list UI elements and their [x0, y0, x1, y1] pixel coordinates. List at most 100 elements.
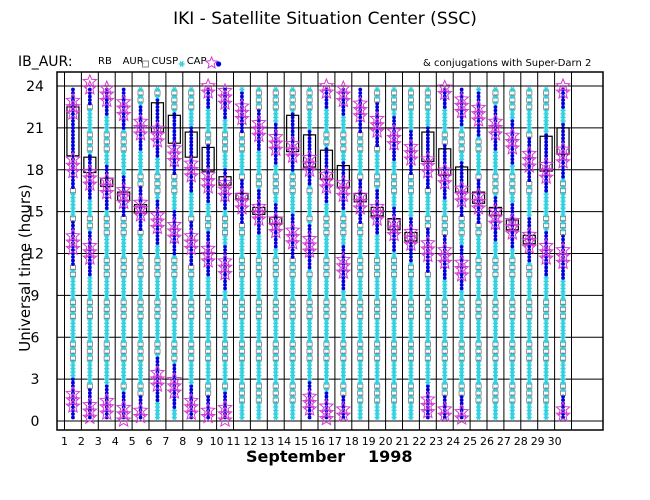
- dot-marker: [307, 139, 312, 144]
- dot-marker: [527, 139, 532, 144]
- dot-marker: [189, 132, 194, 137]
- dot-marker: [104, 108, 109, 113]
- dot-marker: [87, 230, 92, 235]
- cap-marker: [234, 193, 250, 209]
- dot-marker: [459, 87, 464, 92]
- day-track: [419, 86, 436, 420]
- dot-marker: [189, 150, 194, 155]
- dot-marker: [206, 101, 211, 106]
- dot-marker: [172, 251, 177, 256]
- dot-marker: [375, 230, 380, 235]
- cap-marker: [200, 172, 217, 188]
- dot-marker: [87, 258, 92, 263]
- dot-marker: [223, 112, 227, 116]
- dot-marker: [273, 206, 278, 211]
- dot-marker: [425, 265, 430, 270]
- dot-marker: [87, 234, 92, 238]
- dot-marker: [510, 160, 515, 165]
- dot-marker: [155, 108, 160, 113]
- dot-marker: [324, 394, 329, 399]
- cap-marker: [65, 163, 81, 179]
- conjugation-box: [167, 114, 181, 144]
- cap-marker: [217, 82, 233, 98]
- dot-marker: [324, 98, 329, 102]
- dot-marker: [189, 143, 194, 148]
- cap-marker: [217, 181, 233, 197]
- dot-marker: [544, 269, 549, 273]
- dot-marker: [409, 258, 413, 263]
- cap-marker: [65, 227, 81, 243]
- cap-marker: [115, 106, 132, 122]
- dot-marker: [206, 199, 211, 204]
- dot-marker: [223, 391, 227, 395]
- x-tick-label: 3: [95, 435, 102, 448]
- dot-marker: [341, 167, 346, 172]
- day-track: [65, 87, 81, 420]
- cap-marker: [217, 405, 233, 421]
- dot-legend-icon: [216, 61, 222, 67]
- cap-marker: [81, 163, 98, 179]
- dot-marker: [223, 272, 227, 277]
- dot-marker: [290, 248, 295, 252]
- x-tick-label: 10: [210, 435, 224, 448]
- cap-marker: [81, 176, 98, 192]
- cap-marker: [132, 119, 149, 135]
- cusp-marker: [273, 163, 279, 169]
- dot-marker: [223, 206, 227, 211]
- dot-marker: [240, 216, 244, 221]
- dot-marker: [121, 98, 126, 102]
- dot-marker: [138, 146, 143, 151]
- cap-marker: [200, 84, 217, 99]
- x-tick-label: 4: [112, 435, 119, 448]
- cap-marker: [81, 79, 98, 95]
- x-tick-label: 18: [345, 435, 359, 448]
- dot-marker: [409, 251, 413, 256]
- cap-marker: [267, 217, 284, 233]
- cap-marker: [65, 240, 81, 256]
- dot-marker: [493, 143, 498, 148]
- dot-marker: [121, 122, 126, 127]
- dot-marker: [561, 136, 565, 141]
- cusp-marker: [273, 86, 279, 93]
- cap-marker: [132, 402, 149, 418]
- dot-marker: [71, 223, 75, 228]
- cusp-marker: [137, 149, 144, 155]
- dot-marker: [324, 185, 329, 190]
- dot-marker: [358, 91, 363, 95]
- dot-marker: [240, 129, 244, 134]
- dot-marker: [206, 237, 211, 242]
- cap-marker: [98, 404, 115, 421]
- cap-marker: [234, 187, 250, 203]
- dot-marker: [459, 206, 464, 211]
- y-tick-label: 21: [26, 121, 44, 137]
- cap-marker: [149, 377, 166, 393]
- dot-marker: [155, 105, 160, 109]
- dot-marker: [290, 122, 295, 127]
- dot-marker: [476, 213, 481, 218]
- dot-marker: [425, 178, 430, 183]
- dot-marker: [425, 136, 430, 141]
- dot-marker: [561, 272, 565, 277]
- dot-marker: [121, 209, 126, 214]
- cap-marker: [115, 93, 132, 109]
- dot-marker: [104, 206, 109, 211]
- cusp-marker: [273, 247, 279, 253]
- dot-marker: [409, 132, 413, 137]
- dot-marker: [459, 213, 464, 218]
- dot-marker: [206, 258, 211, 263]
- dot-marker: [206, 105, 211, 109]
- dot-marker: [459, 286, 464, 291]
- cap-marker: [98, 79, 115, 95]
- dot-marker: [87, 181, 92, 186]
- dot-marker: [172, 125, 177, 130]
- dot-marker: [358, 125, 363, 130]
- dot-marker: [341, 202, 346, 207]
- dot-marker: [324, 91, 329, 95]
- cap-marker: [217, 174, 233, 190]
- cusp-marker: [256, 86, 262, 93]
- dot-marker: [476, 94, 481, 99]
- dot-marker: [71, 412, 75, 416]
- dot-marker: [256, 216, 261, 221]
- dot-marker: [324, 192, 329, 197]
